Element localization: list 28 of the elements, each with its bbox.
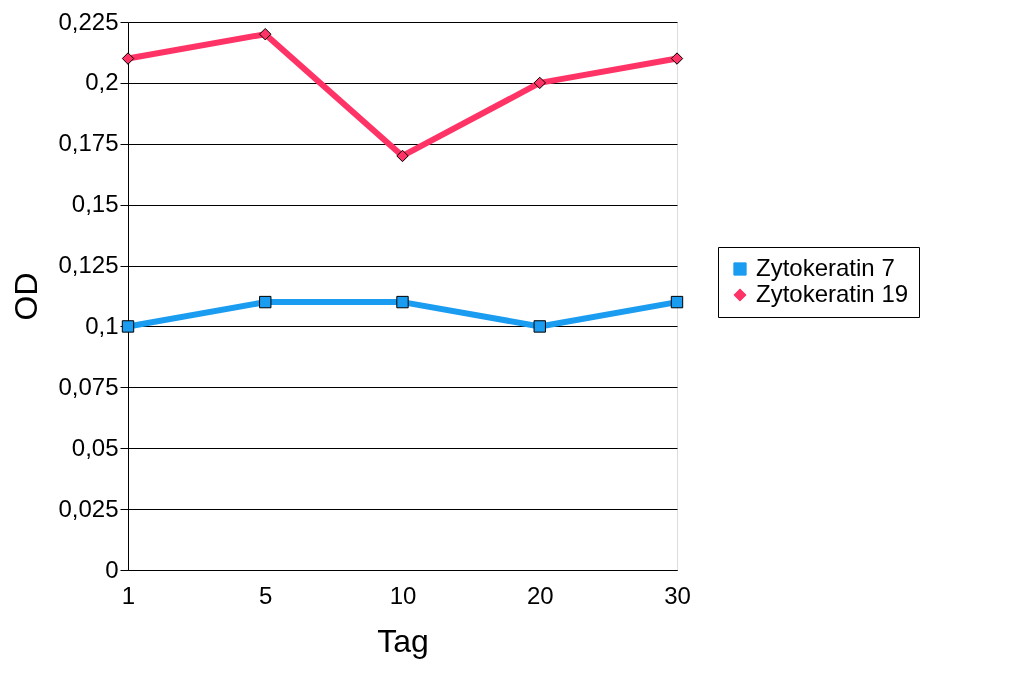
x-tick-label: 30	[664, 581, 691, 609]
y-tick-label: 0,125	[58, 251, 119, 279]
x-axis-title: Tag	[377, 622, 429, 659]
legend-label: Zytokeratin 19	[756, 280, 909, 307]
point	[259, 27, 272, 41]
x-tick-label: 20	[526, 581, 554, 609]
point	[259, 295, 272, 309]
point	[121, 52, 135, 65]
x-tick-label: 10	[389, 581, 417, 609]
x-tick-label: 1	[121, 581, 136, 609]
y-tick-label: 0,15	[71, 190, 119, 218]
y-tick-label: 0,175	[58, 129, 119, 157]
point	[670, 295, 684, 309]
point	[533, 76, 546, 90]
point	[396, 149, 409, 163]
legend-label: Zytokeratin 7	[756, 254, 895, 281]
y-tick-label: 0,025	[58, 494, 119, 522]
y-tick-label: 0,2	[85, 68, 119, 96]
point	[396, 295, 409, 309]
y-tick-label: 0,075	[58, 372, 119, 400]
x-tick-label: 5	[259, 581, 273, 609]
point	[533, 320, 546, 333]
point	[670, 52, 684, 65]
y-axis-title: OD	[8, 272, 45, 321]
y-tick-label: 0,225	[58, 7, 119, 35]
y-tick-label: 0	[105, 555, 119, 583]
y-tick-label: 0,05	[71, 433, 119, 461]
y-tick-label: 0,1	[85, 311, 119, 339]
